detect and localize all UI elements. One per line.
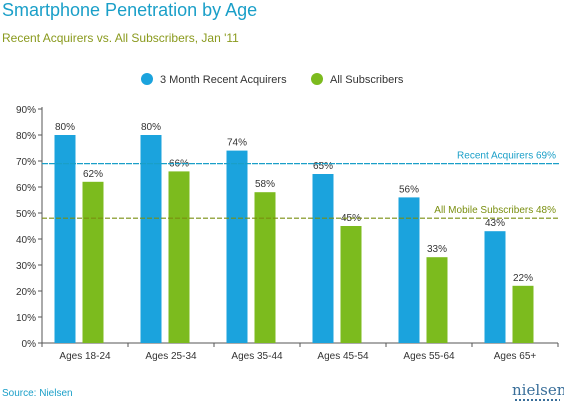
all-subscribers-bar [254,192,276,343]
bar-value-label: 43% [485,218,505,229]
legend-label: 3 Month Recent Acquirers [160,74,287,86]
recent-acquirers-bar [398,197,420,343]
bar-value-label: 56% [399,184,419,195]
recent-acquirers-bar [226,150,248,343]
x-tick-label: Ages 18-24 [59,351,111,362]
y-tick-label: 90% [16,105,36,116]
bar-value-label: 65% [313,161,333,172]
y-tick-label: 10% [16,313,36,324]
bar-value-label: 80% [55,122,75,133]
recent-acquirers-bar [54,135,76,343]
y-tick-label: 0% [22,339,37,350]
all-subscribers-bar [512,285,534,343]
legend-swatch [141,73,153,85]
y-tick-label: 80% [16,131,36,142]
bar-value-label: 33% [427,244,447,255]
reference-line-label: Recent Acquirers 69% [457,151,556,162]
x-tick-label: Ages 55-64 [403,351,455,362]
x-tick-label: Ages 45-54 [317,351,369,362]
bar-value-label: 62% [83,169,103,180]
bar-value-label: 74% [227,138,247,149]
reference-line-label: All Mobile Subscribers 48% [434,205,556,216]
axes: 0% 10% 20% 30% 40% 50% 60% 70% 80% 90% Ages 18-24 A… [16,105,559,362]
bar-value-label: 80% [141,122,161,133]
all-subscribers-bar [426,257,448,343]
all-subscribers-bar [82,181,104,343]
y-tick-label: 30% [16,261,36,272]
y-tick-label: 20% [16,287,36,298]
source-note: Source: Nielsen [2,388,73,399]
legend-swatch [311,73,323,85]
recent-acquirers-bar [484,231,506,343]
x-tick-label: Ages 35-44 [231,351,283,362]
y-tick-label: 40% [16,235,36,246]
recent-acquirers-bar [140,135,162,343]
legend-label: All Subscribers [330,74,404,86]
recent-acquirers-bar [312,174,334,343]
reference-lines: Recent Acquirers 69% All Mobile Subscribe… [42,151,560,219]
legend: 3 Month Recent Acquirers All Subscribers [141,73,404,86]
x-tick-label: Ages 65+ [494,351,537,362]
y-tick-label: 70% [16,157,36,168]
chart-title: Smartphone Penetration by Age [2,0,258,20]
x-tick-label: Ages 25-34 [145,351,197,362]
all-subscribers-bar [168,171,190,343]
y-tick-label: 50% [16,209,36,220]
bar-value-label: 58% [255,179,275,190]
all-subscribers-bar [340,226,362,343]
logo-underline [515,399,560,401]
bars: 80%62%80%66%74%58%65%45%56%33%43%22% [54,122,534,343]
nielsen-logo: nielsen [512,381,564,399]
chart-subtitle: Recent Acquirers vs. All Subscribers, Ja… [2,31,239,45]
y-tick-label: 60% [16,183,36,194]
bar-value-label: 22% [513,273,533,284]
